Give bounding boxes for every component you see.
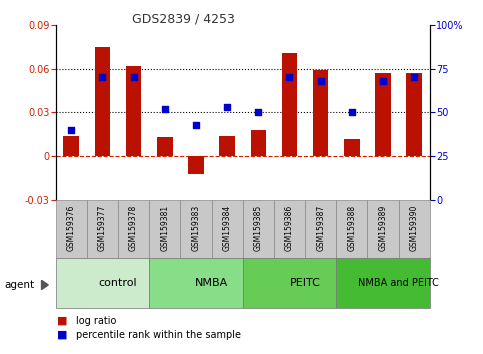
Text: GSM159390: GSM159390 <box>410 205 419 251</box>
Text: GSM159378: GSM159378 <box>129 205 138 251</box>
Bar <box>336 200 368 258</box>
Point <box>129 75 137 80</box>
Bar <box>95 47 110 156</box>
Bar <box>407 73 422 156</box>
Point <box>255 110 262 115</box>
Text: GDS2839 / 4253: GDS2839 / 4253 <box>132 12 235 25</box>
Bar <box>118 200 149 258</box>
Bar <box>56 200 87 258</box>
Text: ■: ■ <box>57 316 68 326</box>
Bar <box>212 200 242 258</box>
Bar <box>282 52 298 156</box>
Text: percentile rank within the sample: percentile rank within the sample <box>76 330 242 339</box>
Polygon shape <box>42 280 48 290</box>
Point <box>161 106 169 112</box>
Bar <box>180 200 212 258</box>
Text: GSM159388: GSM159388 <box>347 205 356 251</box>
Text: NMBA and PEITC: NMBA and PEITC <box>358 278 439 288</box>
Point <box>99 75 106 80</box>
Text: ■: ■ <box>57 330 68 339</box>
Point <box>285 75 293 80</box>
Text: GSM159377: GSM159377 <box>98 205 107 251</box>
Text: GSM159389: GSM159389 <box>379 205 387 251</box>
Bar <box>344 139 360 156</box>
Bar <box>368 200 398 258</box>
Bar <box>149 200 180 258</box>
Bar <box>274 200 305 258</box>
Bar <box>375 73 391 156</box>
Text: agent: agent <box>5 280 35 290</box>
Point <box>317 78 325 84</box>
Text: NMBA: NMBA <box>195 278 228 288</box>
Bar <box>398 200 430 258</box>
Bar <box>313 70 328 156</box>
Bar <box>63 136 79 156</box>
Bar <box>56 258 149 308</box>
Text: GSM159386: GSM159386 <box>285 205 294 251</box>
Point <box>67 127 75 133</box>
Text: GSM159385: GSM159385 <box>254 205 263 251</box>
Bar <box>149 258 242 308</box>
Point <box>411 75 418 80</box>
Bar <box>251 130 266 156</box>
Text: GSM159383: GSM159383 <box>191 205 200 251</box>
Text: GSM159381: GSM159381 <box>160 205 169 251</box>
Point <box>348 110 356 115</box>
Bar <box>336 258 430 308</box>
Bar <box>242 200 274 258</box>
Bar <box>219 136 235 156</box>
Text: log ratio: log ratio <box>76 316 117 326</box>
Bar <box>157 137 172 156</box>
Bar <box>188 156 204 174</box>
Bar <box>242 258 336 308</box>
Text: PEITC: PEITC <box>290 278 321 288</box>
Bar <box>305 200 336 258</box>
Point <box>379 78 387 84</box>
Text: control: control <box>99 278 137 288</box>
Bar <box>126 66 142 156</box>
Text: GSM159384: GSM159384 <box>223 205 232 251</box>
Text: GSM159376: GSM159376 <box>67 205 76 251</box>
Point <box>192 122 200 127</box>
Text: GSM159387: GSM159387 <box>316 205 325 251</box>
Point <box>223 104 231 110</box>
Bar <box>87 200 118 258</box>
